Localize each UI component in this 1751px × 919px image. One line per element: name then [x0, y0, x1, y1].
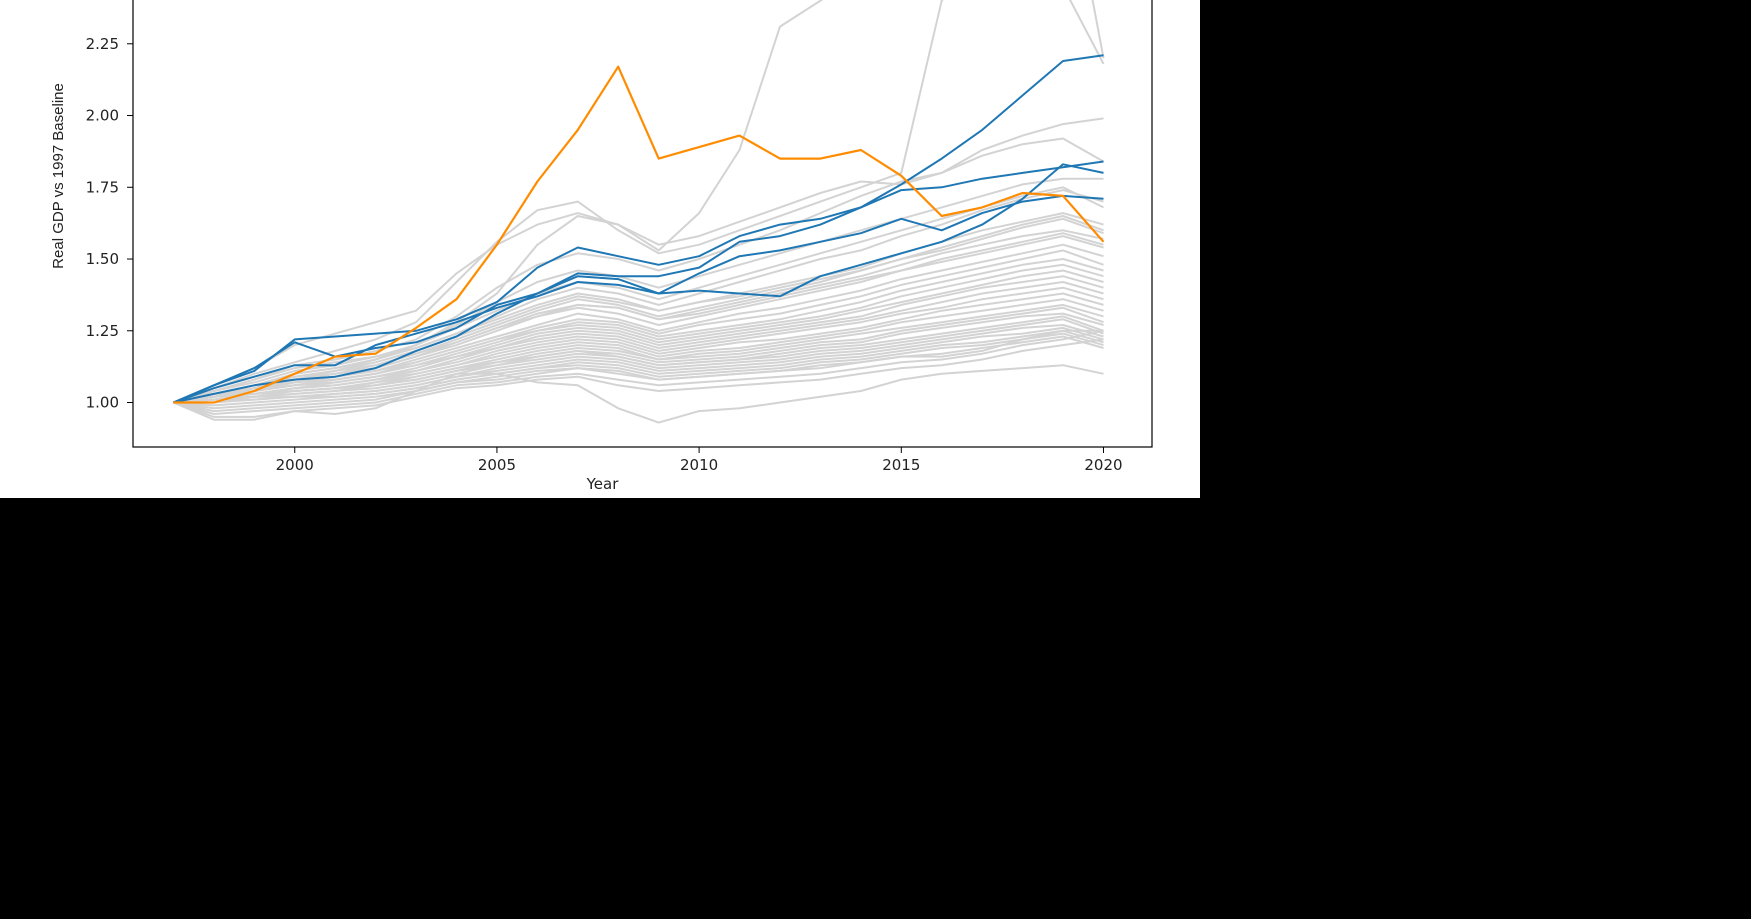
gray-series-line-32 [173, 332, 1104, 407]
line-chart: 2000 2005 2010 2015 2020 1.00 1.25 1.50 1.75 2.0… [50, 0, 1153, 493]
plot-frame [132, 0, 1153, 448]
gray-series-line-40 [173, 232, 1104, 404]
gray-series-line-37 [173, 364, 1104, 424]
y-tick-label: 2.25 [86, 35, 119, 53]
background-series-group [173, 0, 1105, 424]
x-axis-ticks: 2000 2005 2010 2015 2020 [276, 447, 1123, 474]
x-axis-label: Year [586, 475, 620, 493]
blue-series-line-2 [173, 54, 1104, 404]
x-tick-label: 2015 [882, 456, 920, 474]
top-series-group [173, 65, 1105, 404]
x-tick-label: 2000 [276, 456, 314, 474]
y-tick-label: 1.00 [86, 394, 119, 412]
gray-series-line-20 [173, 281, 1104, 404]
blue-series-line-1 [173, 160, 1104, 404]
x-tick-label: 2010 [680, 456, 718, 474]
gray-series-line-30 [173, 326, 1104, 404]
highlighted-series-group [173, 54, 1104, 404]
x-tick-label: 2005 [478, 456, 516, 474]
y-axis-ticks: 1.00 1.25 1.50 1.75 2.00 2.25 [86, 35, 133, 412]
gray-series-line-27 [173, 315, 1104, 404]
y-tick-label: 1.75 [86, 178, 119, 196]
gray-series-line-35 [173, 329, 1104, 415]
gray-series-line-28 [173, 318, 1104, 404]
y-tick-label: 2.00 [86, 107, 119, 125]
blue-series-line-3 [173, 163, 1104, 404]
highlight-series-line [173, 65, 1105, 404]
gray-series-line-6 [173, 0, 1105, 404]
gray-series-line-22 [173, 292, 1104, 404]
gray-series-line-19 [173, 275, 1104, 404]
gray-series-line-34 [173, 329, 1104, 413]
y-tick-label: 1.25 [86, 322, 119, 340]
chart-panel: 2000 2005 2010 2015 2020 1.00 1.25 1.50 1.75 2.0… [0, 0, 1200, 498]
y-tick-label: 1.50 [86, 250, 119, 268]
gray-series-line-36 [173, 338, 1104, 418]
gray-series-line-38 [173, 186, 1104, 404]
y-axis-label: Real GDP vs 1997 Baseline [50, 83, 67, 269]
x-tick-label: 2020 [1084, 456, 1122, 474]
gray-series-line-33 [173, 335, 1104, 410]
gray-series-line-41 [173, 217, 1104, 404]
gray-series-line-9 [173, 177, 1104, 404]
blue-series-line-4 [173, 194, 1104, 404]
